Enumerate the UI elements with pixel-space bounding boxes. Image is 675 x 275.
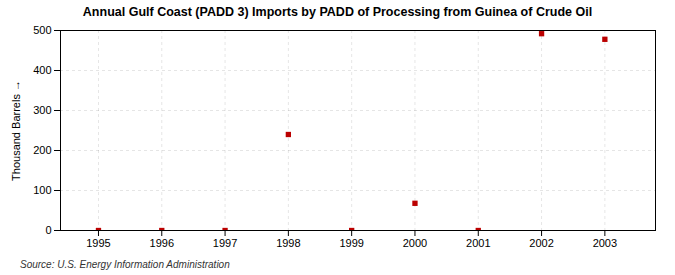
svg-text:200: 200 bbox=[33, 144, 51, 156]
svg-text:400: 400 bbox=[33, 64, 51, 76]
svg-text:2000: 2000 bbox=[403, 237, 427, 249]
svg-text:Thousand Barrels →: Thousand Barrels → bbox=[10, 80, 22, 181]
svg-text:0: 0 bbox=[45, 224, 51, 236]
html-text:Annual Gulf Coast (PADD 3) Imp: Annual Gulf Coast (PADD 3) Imports by PA… bbox=[82, 5, 593, 19]
svg-text:500: 500 bbox=[33, 24, 51, 36]
svg-text:1997: 1997 bbox=[213, 237, 237, 249]
svg-text:2003: 2003 bbox=[593, 237, 617, 249]
svg-text:1998: 1998 bbox=[276, 237, 300, 249]
svg-text:2001: 2001 bbox=[466, 237, 490, 249]
svg-text:300: 300 bbox=[33, 104, 51, 116]
svg-text:2002: 2002 bbox=[529, 237, 553, 249]
html-text:Source: U.S. Energy Informatio: Source: U.S. Energy Information Administ… bbox=[20, 259, 230, 270]
svg-text:1995: 1995 bbox=[86, 237, 110, 249]
svg-text:1999: 1999 bbox=[339, 237, 363, 249]
svg-text:100: 100 bbox=[33, 184, 51, 196]
svg-text:1996: 1996 bbox=[150, 237, 174, 249]
